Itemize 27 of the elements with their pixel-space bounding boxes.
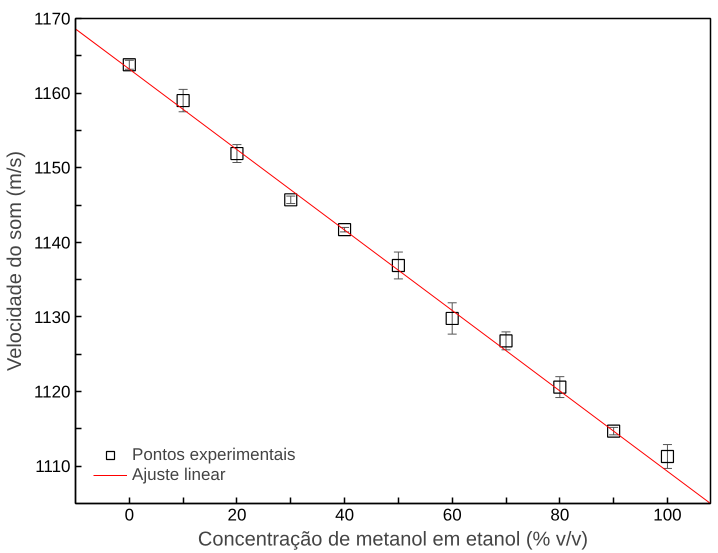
y-tick-label: 1170 <box>34 10 71 28</box>
x-tick-label: 40 <box>335 506 354 524</box>
x-tick-label: 80 <box>550 506 570 524</box>
point <box>446 312 459 326</box>
legend-label: Ajuste linear <box>132 465 226 485</box>
point <box>553 380 566 394</box>
point <box>176 94 190 108</box>
y-tick-label: 1120 <box>34 382 71 402</box>
x-tick-label: 20 <box>227 506 246 524</box>
x-tick-label: 60 <box>442 506 462 524</box>
y-tick-label: 1160 <box>34 84 71 104</box>
point <box>284 193 298 206</box>
y-tick-label: 1110 <box>35 457 70 476</box>
point <box>338 223 352 236</box>
x-axis-title: Concentração de metanol em etanol (% v/v) <box>198 528 588 550</box>
point <box>230 146 244 160</box>
y-tick-label: 1150 <box>34 158 71 178</box>
point <box>607 424 620 438</box>
legend-label: Pontos experimentais <box>132 445 296 465</box>
x-tick-label: 0 <box>124 506 134 524</box>
point <box>392 258 405 272</box>
y-tick-label: 1140 <box>34 233 71 252</box>
y-tick-label: 1130 <box>34 308 71 327</box>
y-axis-title: Velocidade do som (m/s) <box>4 150 26 372</box>
point <box>499 334 513 348</box>
point <box>660 450 674 464</box>
x-tick-label: 100 <box>653 506 682 524</box>
